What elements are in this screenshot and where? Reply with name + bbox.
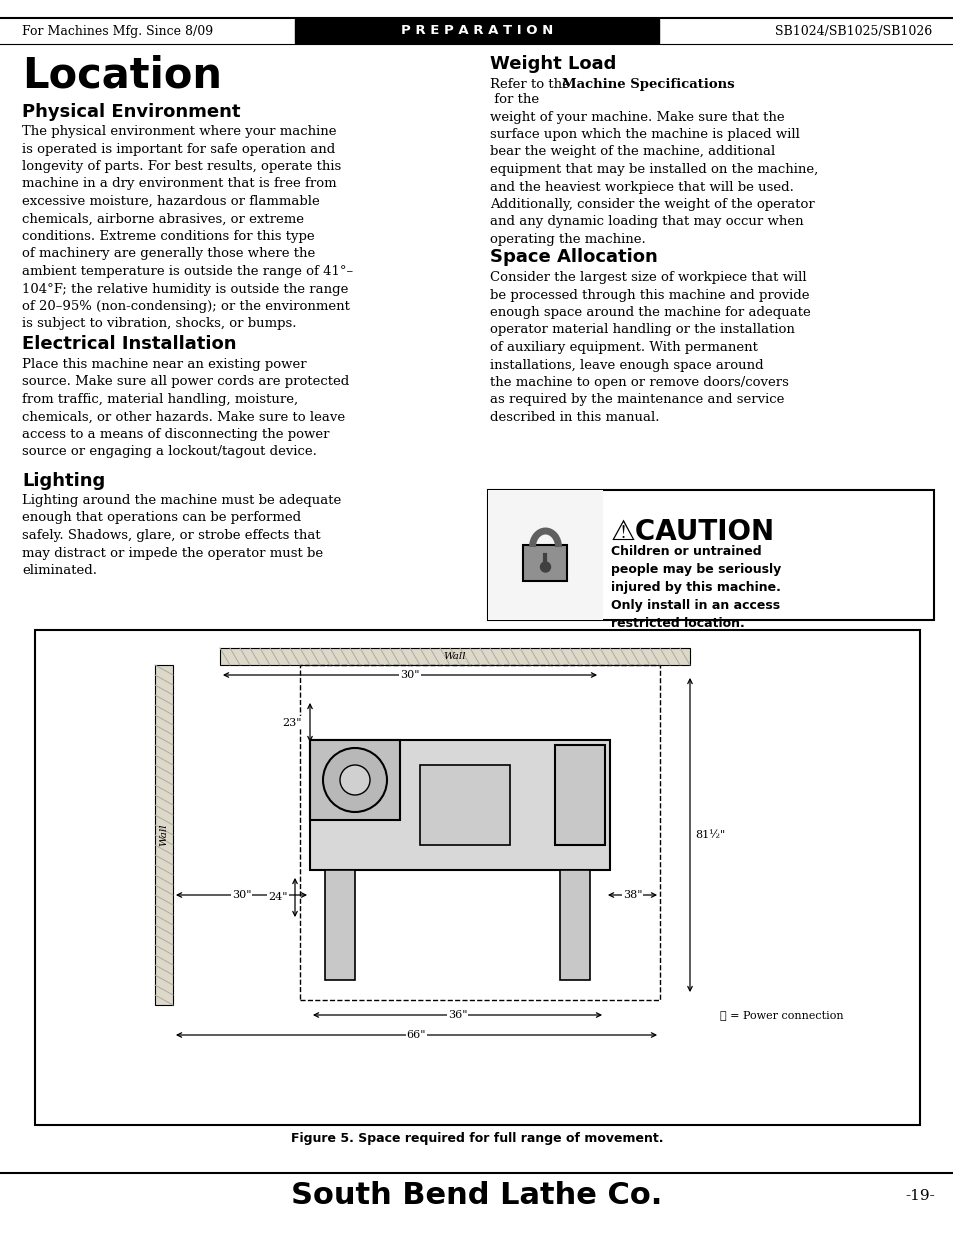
Circle shape: [540, 562, 550, 572]
Text: Physical Environment: Physical Environment: [22, 103, 240, 121]
Text: for the
weight of your machine. Make sure that the
surface upon which the machin: for the weight of your machine. Make sur…: [490, 93, 818, 246]
Text: Wall: Wall: [159, 824, 169, 846]
Text: SB1024/SB1025/SB1026: SB1024/SB1025/SB1026: [774, 25, 931, 37]
Bar: [523, 545, 567, 580]
Bar: [310, 740, 609, 869]
Circle shape: [323, 748, 387, 811]
Text: 30": 30": [400, 671, 419, 680]
Text: Place this machine near an existing power
source. Make sure all power cords are : Place this machine near an existing powe…: [22, 358, 349, 458]
Text: Refer to the: Refer to the: [490, 78, 574, 91]
Text: Weight Load: Weight Load: [490, 56, 616, 73]
Text: Consider the largest size of workpiece that will
be processed through this machi: Consider the largest size of workpiece t…: [490, 270, 810, 424]
Text: Lighting: Lighting: [22, 472, 105, 490]
Bar: [488, 490, 933, 620]
Text: Space Allocation: Space Allocation: [490, 248, 657, 266]
Text: 30": 30": [232, 890, 251, 900]
Bar: [220, 648, 689, 664]
Bar: [310, 740, 399, 820]
Text: South Bend Lathe Co.: South Bend Lathe Co.: [291, 1182, 662, 1210]
Text: 23": 23": [282, 718, 301, 727]
Text: ⚠ = Power connection: ⚠ = Power connection: [720, 1010, 842, 1020]
Text: 36": 36": [447, 1010, 467, 1020]
Bar: [325, 869, 355, 981]
Text: For Machines Mfg. Since 8/09: For Machines Mfg. Since 8/09: [22, 25, 213, 37]
Bar: [555, 745, 604, 845]
Text: ⚠CAUTION: ⚠CAUTION: [610, 517, 774, 546]
Text: 66": 66": [406, 1030, 426, 1040]
Circle shape: [339, 764, 370, 795]
Text: Lighting around the machine must be adequate
enough that operations can be perfo: Lighting around the machine must be adeq…: [22, 494, 341, 577]
Text: Machine Specifications: Machine Specifications: [561, 78, 734, 91]
Text: Figure 5. Space required for full range of movement.: Figure 5. Space required for full range …: [291, 1132, 662, 1145]
Text: 38": 38": [622, 890, 641, 900]
Text: -19-: -19-: [904, 1189, 934, 1203]
Text: Electrical Installation: Electrical Installation: [22, 335, 236, 353]
Bar: [299, 664, 659, 1000]
Text: 24": 24": [268, 893, 288, 903]
Text: Wall: Wall: [443, 652, 466, 661]
Bar: [419, 764, 510, 845]
Bar: [154, 664, 172, 1005]
Text: 81½": 81½": [694, 830, 724, 840]
Bar: [294, 19, 659, 43]
Text: Children or untrained
people may be seriously
injured by this machine.
Only inst: Children or untrained people may be seri…: [610, 545, 781, 630]
Text: P R E P A R A T I O N: P R E P A R A T I O N: [400, 25, 553, 37]
Bar: [488, 490, 602, 620]
Bar: [559, 869, 589, 981]
Text: Location: Location: [22, 56, 222, 98]
Text: The physical environment where your machine
is operated is important for safe op: The physical environment where your mach…: [22, 125, 353, 331]
Bar: [35, 630, 919, 1125]
